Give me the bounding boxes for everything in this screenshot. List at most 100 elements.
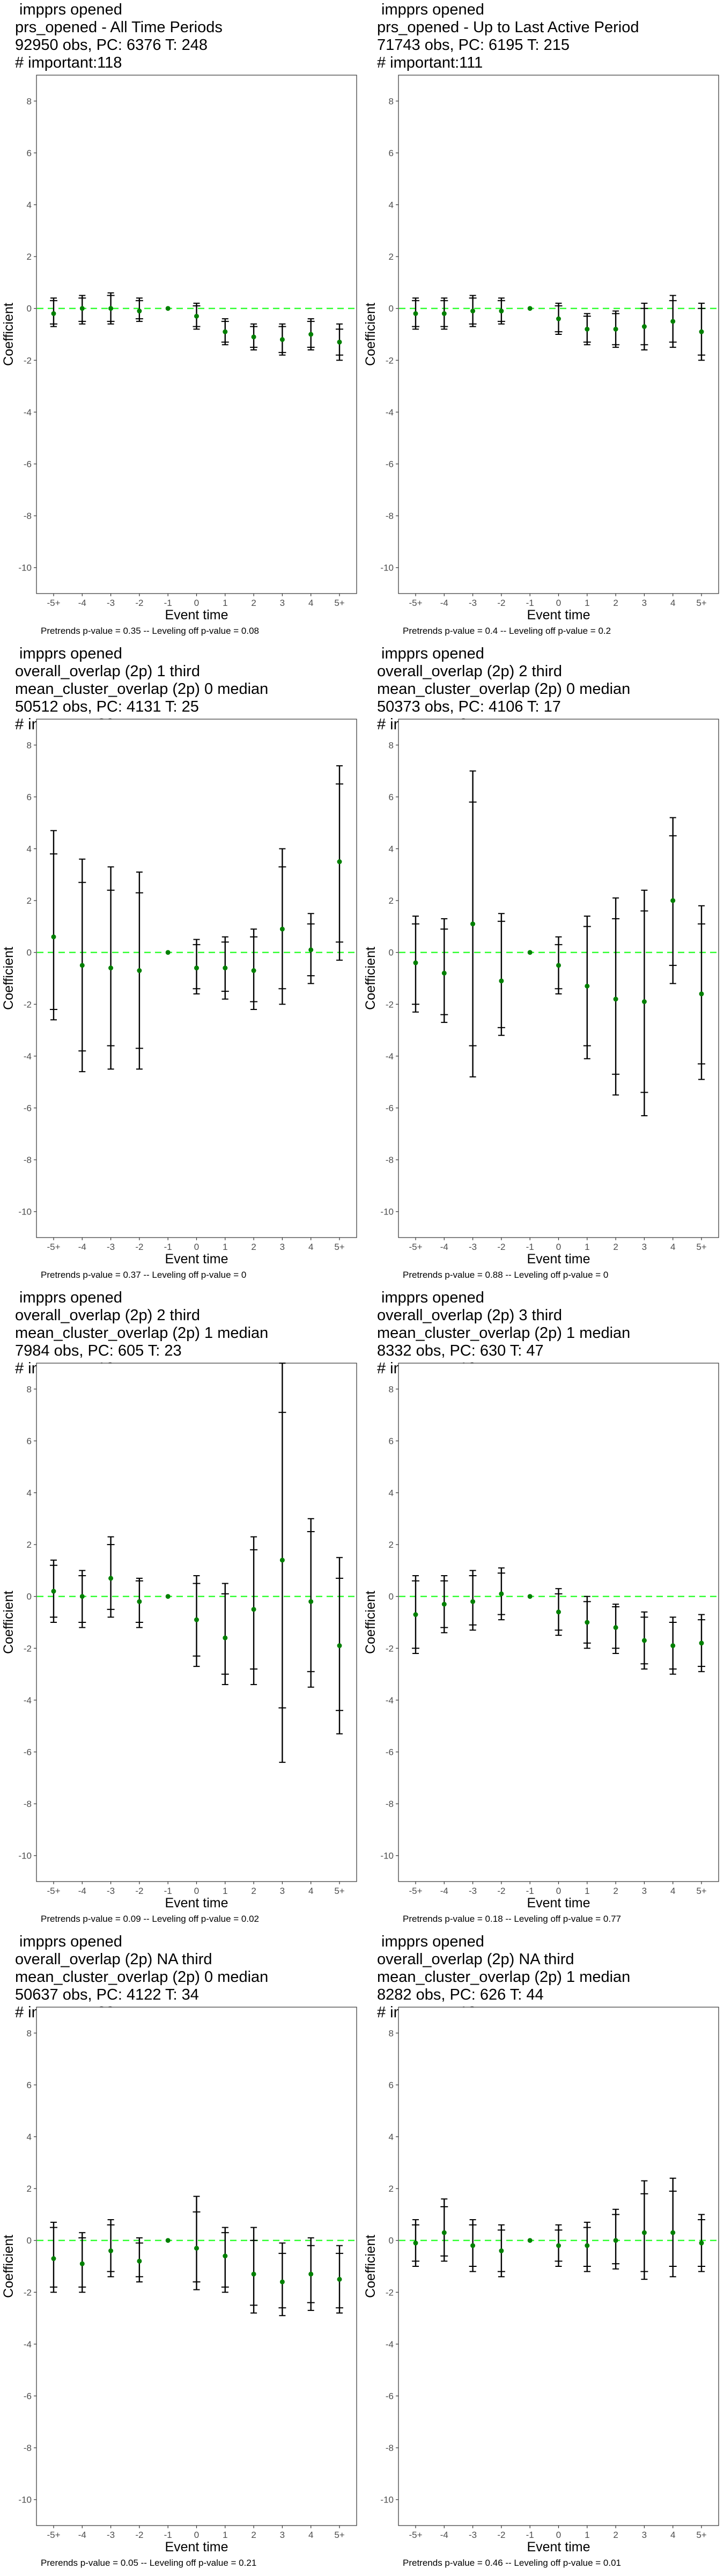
point-estimate: [613, 326, 618, 332]
y-tick-label: 8: [389, 1384, 394, 1394]
point-estimate: [527, 2238, 533, 2243]
x-tick-label: -4: [78, 2530, 86, 2540]
y-tick-label: 2: [389, 252, 394, 262]
chart-title-line: mean_cluster_overlap (2p) 0 median: [15, 680, 269, 698]
point-estimate: [51, 2256, 56, 2262]
chart-title-line: mean_cluster_overlap (2p) 0 median: [377, 680, 631, 698]
x-tick-label: 5+: [696, 2530, 706, 2540]
pvalue-caption: Pretrends p-value = 0.46 -- Leveling off…: [403, 2558, 621, 2568]
coefficient-estimate: [107, 292, 115, 325]
coefficient-estimate: [669, 2177, 677, 2278]
y-axis-title: Coefficient: [363, 303, 378, 366]
point-estimate: [165, 2238, 171, 2243]
chart-title-line: impprs opened: [377, 1289, 484, 1306]
point-estimate: [251, 2271, 256, 2277]
point-estimate: [413, 1612, 418, 1618]
chart-title: impprs opened prs_opened - All Time Perio…: [15, 1, 223, 72]
chart-title-line: impprs opened: [377, 645, 484, 662]
coefficient-estimate: [555, 2224, 563, 2267]
y-tick-label: -6: [24, 459, 32, 470]
coefficient-estimate: [49, 830, 57, 1021]
x-tick-label: 5+: [696, 1886, 706, 1896]
chart-title-line: impprs opened: [15, 1289, 122, 1306]
x-tick-label: -4: [78, 598, 86, 608]
y-tick-label: -4: [386, 1051, 394, 1062]
x-tick-label: 4: [670, 1242, 675, 1252]
x-tick-label: 1: [223, 1242, 227, 1252]
x-tick-label: 1: [585, 2530, 589, 2540]
point-estimate: [51, 934, 56, 940]
y-tick-label: 2: [27, 2184, 32, 2194]
y-tick-label: -6: [24, 2391, 32, 2402]
point-estimate: [670, 898, 676, 903]
coefficient-estimate: [135, 1577, 143, 1628]
x-tick-label: -1: [526, 2530, 534, 2540]
x-tick-label: 0: [556, 1242, 561, 1252]
x-tick-label: 5+: [334, 2530, 344, 2540]
coefficient-estimate: [193, 939, 201, 994]
y-tick-label: -2: [24, 999, 32, 1009]
chart-title-line: impprs opened: [377, 1933, 484, 1950]
point-estimate: [670, 2230, 676, 2235]
y-tick-label: -8: [24, 1155, 32, 1165]
chart-title-line: overall_overlap (2p) 2 third: [377, 663, 562, 680]
y-tick-label: -10: [380, 563, 394, 573]
x-tick-label: 2: [251, 2530, 256, 2540]
x-axis-title: Event time: [165, 1896, 228, 1911]
coefficient-estimate: [135, 297, 143, 322]
x-tick-label: 3: [280, 1886, 285, 1896]
x-tick-label: 1: [223, 1886, 227, 1896]
y-tick-label: 4: [389, 2132, 394, 2142]
chart-title-line: mean_cluster_overlap (2p) 1 median: [15, 1324, 269, 1342]
y-tick-label: 8: [27, 1384, 32, 1394]
x-tick-label: -3: [107, 1242, 115, 1252]
y-tick-label: 8: [27, 2028, 32, 2038]
coefficient-estimate: [278, 1363, 286, 1763]
y-tick-label: 6: [27, 148, 32, 158]
chart-title-line: overall_overlap (2p) NA third: [15, 1951, 212, 1968]
x-tick-label: -3: [107, 2530, 115, 2540]
y-tick-label: 2: [389, 896, 394, 906]
pvalue-caption: Pretrends p-value = 0.18 -- Leveling off…: [403, 1914, 621, 1924]
coefficient-estimate: [440, 1575, 448, 1634]
chart-title-line: mean_cluster_overlap (2p) 0 median: [15, 1968, 269, 1986]
y-tick-label: 6: [27, 2080, 32, 2090]
chart-title-line: overall_overlap (2p) 3 third: [377, 1307, 562, 1324]
y-tick-label: 4: [27, 2132, 32, 2142]
coefficient-estimate: [307, 1518, 315, 1688]
x-tick-label: -1: [164, 1242, 172, 1252]
y-tick-label: -10: [18, 563, 32, 573]
coefficient-estimate: [469, 295, 477, 327]
y-tick-label: -8: [24, 511, 32, 521]
x-tick-label: 4: [308, 1242, 313, 1252]
coefficient-estimate: [527, 1594, 533, 1599]
y-tick-label: -4: [24, 1051, 32, 1062]
x-tick-label: -3: [469, 2530, 477, 2540]
y-tick-label: -6: [24, 1747, 32, 1758]
x-tick-label: 5+: [334, 598, 344, 608]
x-tick-label: -1: [164, 1886, 172, 1896]
y-tick-label: 0: [27, 1592, 32, 1602]
coefficient-estimate: [698, 303, 706, 361]
coefficient-estimate: [165, 1594, 171, 1599]
chart-panel: impprs opened overall_overlap (2p) NA thi…: [0, 1932, 362, 2576]
point-estimate: [441, 2230, 447, 2235]
chart-title-line: mean_cluster_overlap (2p) 1 median: [377, 1968, 631, 1986]
point-estimate: [499, 978, 504, 984]
point-estimate: [165, 306, 171, 311]
coefficient-estimate: [107, 2219, 115, 2278]
x-tick-label: 4: [308, 2530, 313, 2540]
point-estimate: [613, 1625, 618, 1630]
y-tick-label: -8: [386, 2443, 394, 2453]
coefficient-estimate: [555, 1588, 563, 1636]
point-estimate: [556, 963, 561, 968]
point-estimate: [194, 2245, 199, 2251]
x-tick-label: 2: [613, 1886, 618, 1896]
point-estimate: [527, 950, 533, 955]
coefficient-estimate: [698, 1614, 706, 1672]
coefficient-estimate: [583, 916, 591, 1059]
pvalue-caption: Pretrends p-value = 0.37 -- Leveling off…: [41, 1270, 247, 1280]
y-tick-label: 4: [389, 1488, 394, 1498]
